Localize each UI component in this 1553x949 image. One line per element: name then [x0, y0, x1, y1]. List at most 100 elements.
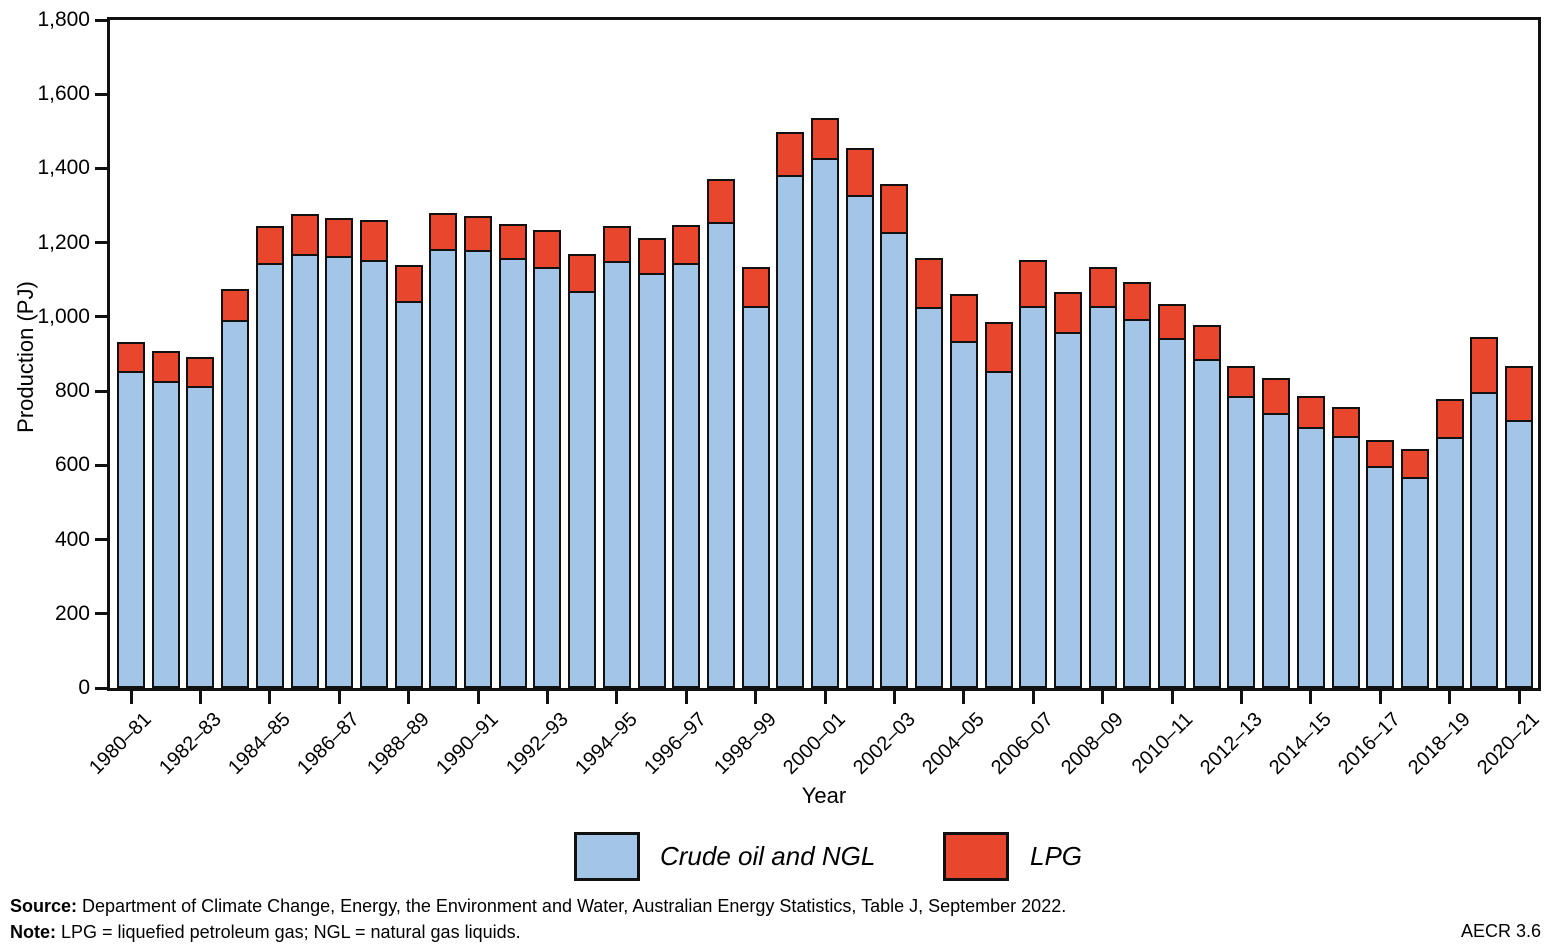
bar-stack-2016-17 — [1366, 439, 1395, 688]
x-axis-tick — [615, 691, 619, 704]
lpg-segment — [1088, 267, 1117, 307]
crude-oil-and-ngl-segment — [1158, 338, 1186, 688]
bar-stack-2019-20 — [1470, 336, 1499, 688]
bar-stack-1982-83 — [186, 356, 215, 688]
crude-oil-and-ngl-segment — [1262, 413, 1291, 688]
lpg-segment — [1435, 398, 1464, 438]
crude-oil-and-ngl-segment — [1435, 437, 1464, 688]
x-axis-tick — [545, 691, 549, 704]
crude-oil-and-ngl-segment — [776, 174, 805, 688]
bar-stack-2007-08 — [1053, 292, 1082, 688]
crude-oil-and-ngl-segment — [1227, 396, 1256, 688]
y-axis-tick — [95, 463, 107, 467]
y-tick-label: 1,000 — [37, 304, 90, 328]
bar-stack-2020-21 — [1505, 366, 1533, 688]
lpg-segment — [151, 351, 180, 382]
y-axis-tick — [95, 166, 107, 170]
crude-oil-and-ngl-segment — [949, 341, 978, 688]
note-line: Note: LPG = liquefied petroleum gas; NGL… — [10, 921, 521, 943]
lpg-segment — [776, 131, 805, 175]
crude-oil-and-ngl-segment — [533, 267, 562, 688]
crude-oil-and-ngl-segment — [151, 381, 180, 688]
y-tick-label: 1,800 — [37, 8, 90, 31]
lpg-segment — [394, 264, 423, 302]
bar-stack-2006-07 — [1019, 260, 1048, 688]
bar-stack-1999-00 — [776, 131, 805, 688]
x-axis-tick — [823, 691, 827, 704]
x-tick-label: 2008–09 — [1056, 708, 1128, 779]
legend-swatch-crude-oil-and-ngl — [574, 832, 640, 881]
lpg-segment — [706, 179, 735, 223]
x-axis-tick — [337, 691, 341, 704]
y-tick-label: 1,400 — [37, 156, 90, 180]
x-tick-label: 1994–95 — [571, 708, 642, 779]
crude-oil-and-ngl-segment — [290, 253, 319, 688]
y-tick-label: 1,200 — [37, 230, 90, 254]
x-axis-title: Year — [801, 783, 847, 808]
x-tick-label: 1984–85 — [224, 708, 295, 779]
bar-stack-1988-89 — [394, 264, 423, 688]
lpg-segment — [811, 117, 839, 159]
note-text: LPG = liquefied petroleum gas; NGL = nat… — [56, 922, 521, 942]
x-axis-tick — [1170, 691, 1174, 704]
x-axis-tick — [1101, 691, 1105, 704]
y-axis-tick — [95, 389, 107, 393]
bar-stack-1983-84 — [221, 289, 250, 688]
bar-stack-2018-19 — [1435, 398, 1464, 688]
crude-oil-and-ngl-segment — [845, 194, 874, 688]
lpg-segment — [1123, 282, 1152, 319]
crude-oil-and-ngl-segment — [1123, 318, 1152, 688]
y-tick-label: 0 — [78, 676, 90, 699]
bar-stack-1990-91 — [464, 215, 492, 688]
crude-oil-and-ngl-segment — [568, 290, 597, 688]
x-axis-tick — [754, 691, 758, 704]
crude-oil-and-ngl-segment — [1470, 392, 1499, 688]
bar-stack-2005-06 — [984, 322, 1013, 688]
lpg-segment — [1019, 260, 1048, 306]
crude-oil-and-ngl-segment — [117, 370, 145, 688]
y-axis-title: Production (PJ) — [13, 281, 38, 433]
x-axis-tick — [407, 691, 411, 704]
x-axis-tick — [1448, 691, 1452, 704]
lpg-segment — [845, 148, 874, 195]
crude-oil-and-ngl-segment — [915, 306, 944, 688]
crude-oil-and-ngl-segment — [1331, 435, 1360, 688]
crude-oil-and-ngl-segment — [359, 260, 388, 688]
x-axis-tick — [1309, 691, 1313, 704]
crude-oil-and-ngl-segment — [1505, 419, 1533, 688]
x-tick-label: 2004–05 — [918, 708, 989, 779]
source-text: Department of Climate Change, Energy, th… — [77, 896, 1067, 916]
y-axis-tick — [95, 18, 107, 22]
x-tick-label: 1982–83 — [154, 708, 226, 779]
bar-stack-1985-86 — [290, 213, 319, 688]
lpg-segment — [568, 253, 597, 291]
bar-stack-1980-81 — [117, 342, 145, 688]
bar-stack-2000-01 — [811, 117, 839, 688]
bar-stack-1991-92 — [498, 223, 527, 688]
x-axis-tick — [1517, 691, 1521, 704]
bar-stack-2001-02 — [845, 148, 874, 688]
lpg-segment — [1366, 439, 1395, 467]
y-axis-tick — [95, 612, 107, 616]
crude-oil-and-ngl-segment — [1019, 305, 1048, 688]
lpg-segment — [1053, 292, 1082, 333]
lpg-segment — [533, 230, 562, 268]
bar-stack-2009-10 — [1123, 282, 1152, 688]
x-axis-tick — [1031, 691, 1035, 704]
bar-stack-1992-93 — [533, 230, 562, 688]
y-tick-label: 200 — [54, 601, 90, 625]
bar-stack-2014-15 — [1296, 396, 1325, 688]
crude-oil-and-ngl-segment — [1366, 466, 1395, 688]
lpg-segment — [741, 267, 770, 306]
x-axis-tick — [684, 691, 688, 704]
x-tick-label: 1992–93 — [501, 708, 573, 779]
legend-label-lpg: LPG — [1030, 841, 1083, 871]
crude-oil-and-ngl-segment — [706, 222, 735, 688]
crude-oil-and-ngl-segment — [221, 320, 250, 688]
y-axis-tick — [95, 686, 107, 690]
legend-label-crude-oil-and-ngl: Crude oil and NGL — [660, 841, 876, 871]
crude-oil-and-ngl-segment — [464, 250, 492, 688]
lpg-segment — [1296, 396, 1325, 428]
crude-oil-and-ngl-segment — [880, 231, 909, 688]
lpg-segment — [255, 225, 284, 264]
